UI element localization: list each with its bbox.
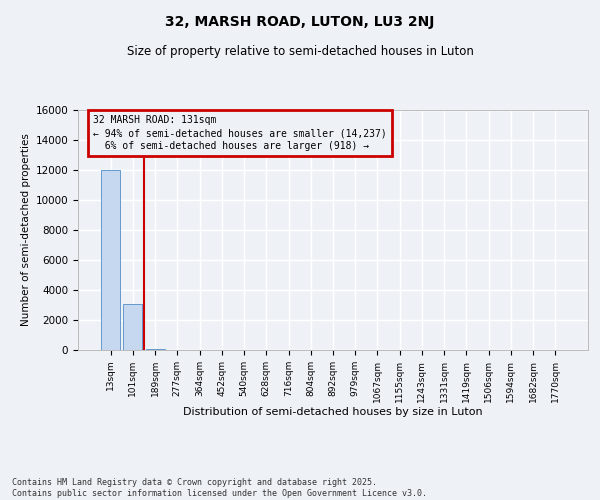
Bar — [124, 304, 142, 350]
Y-axis label: Number of semi-detached properties: Number of semi-detached properties — [22, 134, 31, 326]
Text: Size of property relative to semi-detached houses in Luton: Size of property relative to semi-detach… — [127, 45, 473, 58]
Bar — [146, 348, 164, 350]
Text: Contains HM Land Registry data © Crown copyright and database right 2025.
Contai: Contains HM Land Registry data © Crown c… — [12, 478, 427, 498]
Text: 32, MARSH ROAD, LUTON, LU3 2NJ: 32, MARSH ROAD, LUTON, LU3 2NJ — [166, 15, 434, 29]
X-axis label: Distribution of semi-detached houses by size in Luton: Distribution of semi-detached houses by … — [183, 408, 483, 418]
Bar — [101, 170, 120, 350]
Text: 32 MARSH ROAD: 131sqm
← 94% of semi-detached houses are smaller (14,237)
  6% of: 32 MARSH ROAD: 131sqm ← 94% of semi-deta… — [94, 115, 387, 151]
